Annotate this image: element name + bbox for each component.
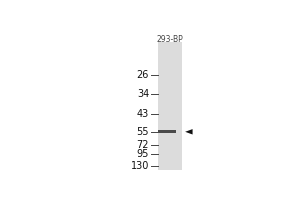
Text: 72: 72 (136, 140, 149, 150)
Bar (158, 130, 176, 133)
Bar (158, 42, 182, 170)
Text: 95: 95 (137, 149, 149, 159)
Polygon shape (185, 129, 193, 135)
Text: 43: 43 (137, 109, 149, 119)
Text: 130: 130 (131, 161, 149, 171)
Text: 293-BP: 293-BP (157, 35, 183, 44)
Text: 26: 26 (137, 70, 149, 80)
Text: 34: 34 (137, 89, 149, 99)
Text: 55: 55 (136, 127, 149, 137)
